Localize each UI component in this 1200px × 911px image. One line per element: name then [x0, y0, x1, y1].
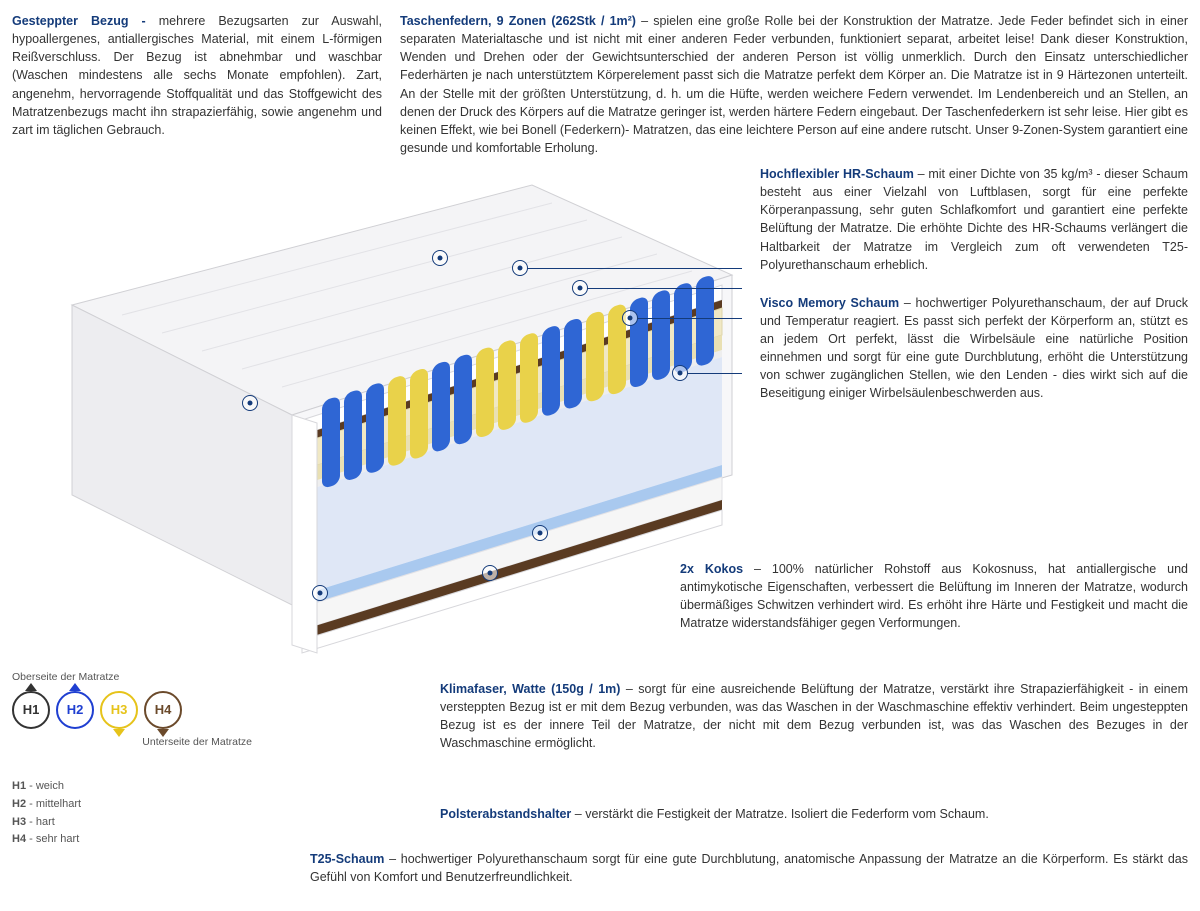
kokos-body: – 100% natürlicher Rohstoff aus Kokosnus…	[680, 562, 1188, 630]
triangle-up-icon	[25, 683, 37, 691]
leader-line	[637, 318, 742, 319]
marker-t25	[312, 585, 328, 601]
marker-hr	[512, 260, 528, 276]
t25-title: T25-Schaum	[310, 852, 389, 866]
marker-cover	[242, 395, 258, 411]
cover-body: mehrere Bezugsarten zur Auswahl, hypoall…	[12, 14, 382, 137]
kokos-title: 2x Kokos	[680, 562, 754, 576]
visco-body: – hochwertiger Polyurethanschaum, der au…	[760, 296, 1188, 401]
top-columns: Gesteppter Bezug - mehrere Bezugsarten z…	[0, 0, 1200, 161]
hardness-row: H1 - weich	[12, 778, 282, 796]
marker-springs-top	[432, 250, 448, 266]
triangle-down-icon	[113, 729, 125, 737]
triangle-up-icon	[69, 683, 81, 691]
marker-springs	[622, 310, 638, 326]
springs-body: – spielen eine große Rolle bei der Konst…	[400, 14, 1188, 155]
visco-title: Visco Memory Schaum	[760, 296, 904, 310]
t25-block: T25-Schaum – hochwertiger Polyurethansch…	[310, 850, 1188, 886]
cover-title: Gesteppter Bezug -	[12, 14, 159, 28]
kokos-block: 2x Kokos – 100% natürlicher Rohstoff aus…	[680, 560, 1188, 633]
hardness-legend: Oberseite der Matratze H1H2H3H4 Untersei…	[12, 670, 282, 849]
mattress-cutaway-icon	[12, 165, 742, 655]
hardness-list: H1 - weichH2 - mittelhartH3 - hartH4 - s…	[12, 778, 282, 848]
hardness-circle: H3	[100, 691, 138, 729]
klima-block: Klimafaser, Watte (150g / 1m) – sorgt fü…	[440, 680, 1188, 753]
marker-kokos	[672, 365, 688, 381]
klima-title: Klimafaser, Watte (150g / 1m)	[440, 682, 626, 696]
cover-text: Gesteppter Bezug - mehrere Bezugsarten z…	[12, 12, 382, 157]
polster-body: – verstärkt die Festigkeit der Matratze.…	[575, 807, 989, 821]
hardness-top-label: Oberseite der Matratze	[12, 670, 282, 685]
hardness-circle: H1	[12, 691, 50, 729]
mattress-diagram	[12, 165, 742, 655]
leader-line	[587, 288, 742, 289]
leader-line	[687, 373, 742, 374]
hr-title: Hochflexibler HR-Schaum	[760, 167, 918, 181]
hr-block: Hochflexibler HR-Schaum – mit einer Dich…	[760, 165, 1188, 274]
marker-klima	[532, 525, 548, 541]
hr-body: – mit einer Dichte von 35 kg/m³ - dieser…	[760, 167, 1188, 272]
polster-title: Polsterabstandshalter	[440, 807, 575, 821]
visco-block: Visco Memory Schaum – hochwertiger Polyu…	[760, 294, 1188, 403]
hardness-bottom-label: Unterseite der Matratze	[12, 735, 252, 750]
marker-polster	[482, 565, 498, 581]
t25-body: – hochwertiger Polyurethanschaum sorgt f…	[310, 852, 1188, 884]
hardness-circles: H1H2H3H4	[12, 691, 282, 729]
springs-text: Taschenfedern, 9 Zonen (262Stk / 1m²) – …	[400, 12, 1188, 157]
hardness-circle: H2	[56, 691, 94, 729]
marker-visco	[572, 280, 588, 296]
springs-title: Taschenfedern, 9 Zonen (262Stk / 1m²)	[400, 14, 641, 28]
hardness-row: H2 - mittelhart	[12, 796, 282, 814]
hardness-row: H4 - sehr hart	[12, 831, 282, 849]
triangle-down-icon	[157, 729, 169, 737]
hardness-circle: H4	[144, 691, 182, 729]
hardness-row: H3 - hart	[12, 814, 282, 832]
polster-block: Polsterabstandshalter – verstärkt die Fe…	[440, 805, 1188, 823]
leader-line	[527, 268, 742, 269]
